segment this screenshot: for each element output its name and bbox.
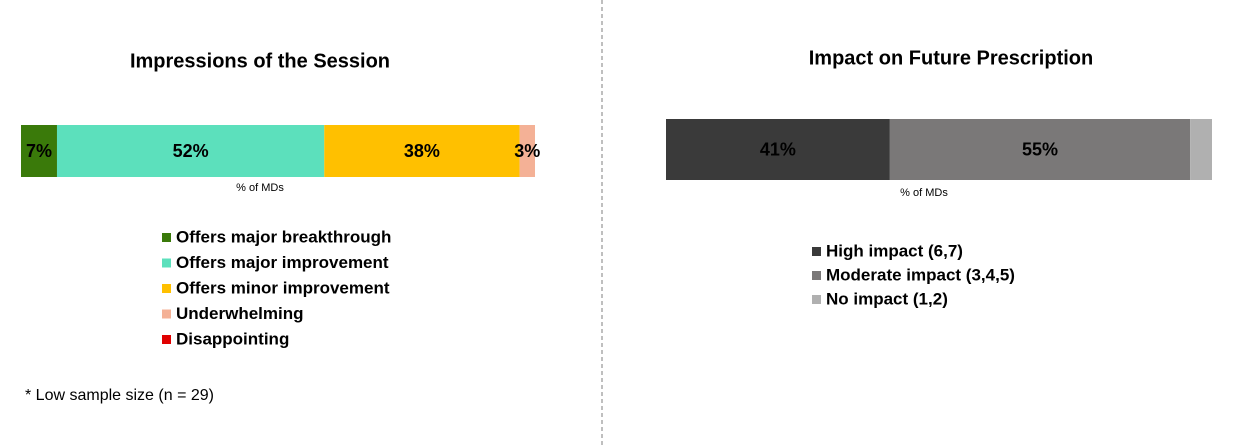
footnote: * Low sample size (n = 29)	[25, 387, 214, 404]
value-label: 7%	[26, 141, 52, 161]
legend-swatch	[162, 258, 171, 268]
value-label: 38%	[404, 141, 440, 161]
chart-title: Impressions of the Session	[130, 50, 390, 72]
legend-label: Offers minor improvement	[176, 278, 390, 297]
value-label: 52%	[173, 141, 209, 161]
value-label: 3%	[514, 141, 540, 161]
value-label: 41%	[760, 139, 796, 159]
legend-swatch	[812, 295, 821, 304]
legend-label: No impact (1,2)	[826, 289, 948, 308]
value-label: 55%	[1022, 139, 1058, 159]
bar-segment	[889, 119, 1191, 180]
legend-swatch	[812, 271, 821, 280]
bar-segment	[324, 125, 520, 177]
x-axis-label: % of MDs	[236, 182, 284, 194]
legend-label: Offers major improvement	[176, 253, 389, 272]
legend-label: Moderate impact (3,4,5)	[826, 265, 1015, 284]
x-axis-label: % of MDs	[900, 187, 948, 199]
bar-segment	[519, 125, 535, 177]
legend-swatch	[162, 335, 171, 344]
chart-title: Impact on Future Prescription	[809, 47, 1093, 69]
bar-segment	[56, 125, 325, 177]
legend-label: Offers major breakthrough	[176, 227, 391, 246]
legend-swatch	[812, 247, 821, 256]
bar-segment	[666, 119, 890, 180]
legend-swatch	[162, 309, 171, 319]
legend-label: Disappointing	[176, 329, 289, 348]
legend-swatch	[162, 284, 171, 293]
legend-swatch	[162, 233, 171, 242]
bar-segment	[1190, 119, 1212, 180]
bar-segment	[21, 125, 57, 177]
legend-label: High impact (6,7)	[826, 241, 963, 260]
legend-label: Underwhelming	[176, 304, 304, 323]
